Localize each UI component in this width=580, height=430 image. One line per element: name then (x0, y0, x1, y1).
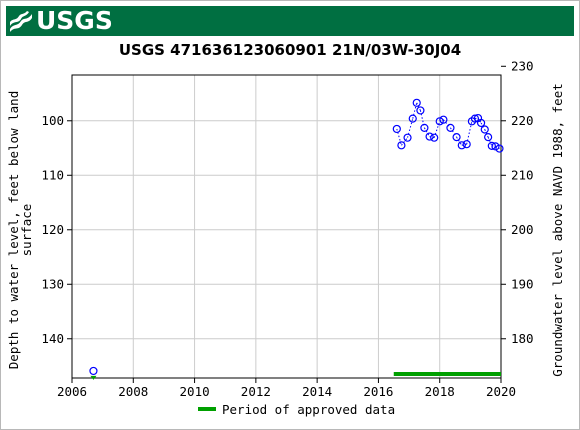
y-right-tick-label: 190 (511, 276, 534, 291)
x-tick-label: 2010 (180, 384, 210, 399)
data-point (457, 141, 466, 150)
x-tick-label: 2014 (302, 384, 332, 399)
series-connector (433, 121, 441, 138)
data-point (392, 124, 401, 134)
series-connector (396, 128, 402, 146)
legend: Period of approved data (198, 402, 395, 417)
y-axis-left-label: Depth to water level, feet below land (6, 91, 21, 369)
x-tick-label: 2008 (118, 384, 148, 399)
y-left-tick-label: 130 (41, 276, 64, 291)
legend-label: Period of approved data (222, 402, 395, 417)
x-tick-label: 2018 (425, 384, 455, 399)
data-point (420, 123, 429, 132)
series-connector (461, 143, 467, 146)
usgs-logo: USGS (9, 7, 113, 35)
data-point (470, 114, 480, 123)
x-tick-label: 2006 (57, 384, 87, 399)
data-point (430, 133, 439, 142)
x-tick-label: 2016 (363, 384, 393, 399)
y-right-tick-label: 180 (511, 331, 534, 346)
data-point (476, 118, 486, 128)
data-point (408, 114, 417, 123)
y-axis-right-label: Groundwater level above NAVD 1988, feet (550, 83, 565, 377)
series-connector (423, 127, 431, 137)
data-point (484, 133, 493, 142)
usgs-logo-text: USGS (36, 6, 113, 35)
data-point (439, 115, 448, 124)
data-point (397, 141, 406, 150)
plot-area (71, 74, 502, 379)
series-connector (474, 117, 479, 120)
data-points (89, 98, 504, 380)
x-axis: 2006 2008 2010 2012 2014 2016 2018 2020 (57, 378, 516, 399)
series-connector (487, 136, 493, 147)
data-point (491, 142, 500, 151)
data-point (416, 106, 425, 115)
data-point (435, 117, 444, 126)
y-right-tick-label: 230 (511, 58, 534, 73)
data-point (446, 123, 455, 132)
data-point (403, 133, 412, 142)
y-right-tick-label: 220 (511, 113, 534, 128)
y-right-tick-label: 200 (511, 222, 534, 237)
series-connector (416, 102, 421, 111)
data-point (480, 125, 489, 134)
usgs-banner (6, 6, 574, 36)
data-point (495, 144, 504, 153)
chart-title: USGS 471636123060901 21N/03W-30J04 (118, 41, 462, 59)
y-left-tick-label: 100 (41, 113, 64, 128)
y-axis-left-label-line2: surface (19, 204, 34, 257)
data-point (452, 133, 461, 142)
series-connector (484, 129, 489, 138)
series-connector (456, 136, 463, 146)
y-left-tick-label: 120 (41, 222, 64, 237)
y-right-tick-label: 210 (511, 167, 534, 182)
y-axis-left: 100 110 120 130 140 (41, 113, 72, 346)
y-left-tick-label: 140 (41, 331, 64, 346)
series-connector (412, 102, 418, 119)
data-point-approval-marker (90, 375, 97, 380)
usgs-wave-icon (10, 11, 32, 32)
data-point (425, 132, 434, 141)
data-point (412, 98, 421, 107)
x-tick-label: 2012 (241, 384, 271, 399)
y-axis-right: 180 190 200 210 220 230 (501, 58, 534, 346)
y-left-tick-label: 110 (41, 167, 64, 182)
data-point (89, 366, 98, 376)
data-point (462, 140, 471, 149)
data-point (487, 141, 496, 150)
series-connector (401, 137, 408, 146)
x-tick-label: 2020 (486, 384, 516, 399)
